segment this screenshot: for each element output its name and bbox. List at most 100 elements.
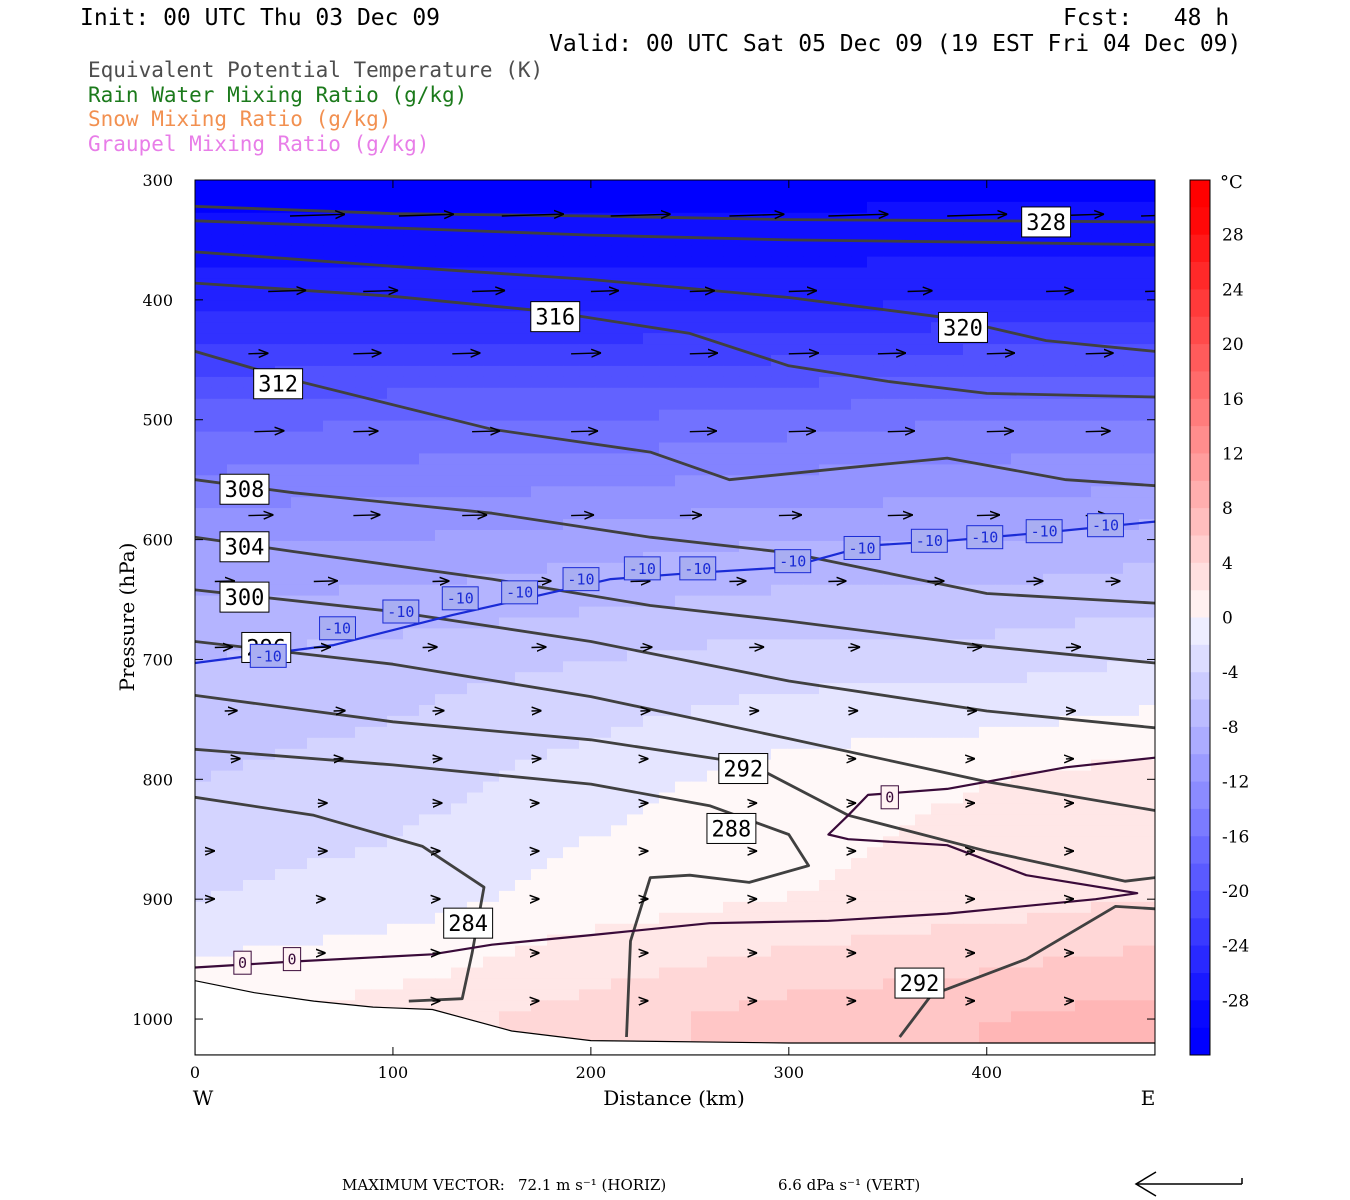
field-cell xyxy=(899,606,916,619)
init-time: Init: 00 UTC Thu 03 Dec 09 xyxy=(80,5,441,31)
field-cell xyxy=(339,890,356,903)
field-cell xyxy=(643,355,660,367)
wind-vector xyxy=(313,581,338,582)
field-cell xyxy=(355,431,372,444)
field-cell xyxy=(1075,322,1092,334)
field-cell xyxy=(963,989,980,1001)
field-cell xyxy=(339,311,356,323)
field-cell xyxy=(435,540,452,553)
field-cell xyxy=(627,1033,644,1045)
field-cell xyxy=(1123,322,1140,334)
field-cell xyxy=(467,748,484,761)
field-cell xyxy=(995,551,1012,564)
field-cell xyxy=(643,1033,660,1045)
field-cell xyxy=(1075,464,1092,476)
field-cell xyxy=(1011,803,1028,815)
field-cell xyxy=(819,1022,836,1034)
field-cell xyxy=(371,311,388,323)
field-cell xyxy=(1011,519,1028,531)
field-cell xyxy=(1139,847,1155,859)
field-cell xyxy=(499,759,516,772)
field-cell xyxy=(1075,880,1092,892)
field-cell xyxy=(1075,781,1092,794)
field-cell xyxy=(947,584,964,597)
field-cell xyxy=(227,880,244,892)
field-cell xyxy=(1043,726,1060,739)
field-cell xyxy=(611,967,628,979)
field-cell xyxy=(467,901,484,914)
field-cell xyxy=(611,300,628,312)
field-cell xyxy=(1107,934,1124,947)
field-cell xyxy=(355,836,372,848)
field-cell xyxy=(819,453,836,465)
field-cell xyxy=(339,880,356,892)
field-cell xyxy=(259,781,276,794)
field-cell xyxy=(1027,311,1044,323)
field-cell xyxy=(451,890,468,903)
field-cell xyxy=(755,967,772,979)
field-cell xyxy=(787,694,804,706)
field-cell xyxy=(307,212,324,225)
field-cell xyxy=(403,387,420,400)
field-cell xyxy=(579,409,596,422)
field-cell xyxy=(899,322,916,334)
field-cell xyxy=(755,464,772,476)
field-cell xyxy=(691,880,708,892)
field-cell xyxy=(435,311,452,323)
field-cell xyxy=(707,322,724,334)
field-cell xyxy=(307,694,324,706)
field-cell xyxy=(579,705,596,717)
field-cell xyxy=(659,508,676,520)
field-cell xyxy=(1011,256,1028,269)
field-cell xyxy=(451,715,468,728)
field-cell xyxy=(1043,398,1060,411)
field-cell xyxy=(643,497,660,509)
field-cell xyxy=(1075,344,1092,356)
field-cell xyxy=(1123,256,1140,269)
wind-vector xyxy=(1145,290,1155,293)
field-cell xyxy=(515,748,532,761)
field-cell xyxy=(1091,409,1108,422)
field-cell xyxy=(371,322,388,334)
field-cell xyxy=(211,737,228,750)
field-cell xyxy=(419,869,436,881)
field-cell xyxy=(787,355,804,367)
field-cell xyxy=(1123,453,1140,465)
field-cell xyxy=(931,365,948,378)
field-cell xyxy=(467,398,484,411)
field-cell xyxy=(275,781,292,794)
field-cell xyxy=(371,672,388,684)
field-cell xyxy=(899,672,916,684)
field-cell xyxy=(1027,617,1044,629)
field-cell xyxy=(739,694,756,706)
field-cell xyxy=(211,715,228,728)
field-cell xyxy=(547,595,564,608)
field-cell xyxy=(403,212,420,225)
field-cell xyxy=(867,355,884,367)
field-cell xyxy=(243,803,260,815)
field-cell xyxy=(899,792,916,804)
isotherm-label: -10 xyxy=(382,599,420,624)
field-cell xyxy=(483,431,500,444)
field-cell xyxy=(611,705,628,717)
field-cell xyxy=(659,497,676,509)
field-cell xyxy=(611,945,628,958)
field-cell xyxy=(275,322,292,334)
field-cell xyxy=(1091,180,1108,192)
field-cell xyxy=(787,180,804,192)
field-cell xyxy=(195,322,212,334)
field-cell xyxy=(1059,923,1076,936)
field-cell xyxy=(979,880,996,892)
field-cell xyxy=(323,475,340,487)
field-cell xyxy=(771,639,788,651)
field-cell xyxy=(803,1000,820,1012)
field-cell xyxy=(499,201,516,214)
field-cell xyxy=(883,300,900,312)
field-cell xyxy=(643,989,660,1001)
field-cell xyxy=(659,639,676,651)
field-cell xyxy=(963,267,980,279)
field-cell xyxy=(771,912,788,925)
field-cell xyxy=(691,223,708,236)
field-cell xyxy=(451,431,468,444)
field-cell xyxy=(979,923,996,936)
